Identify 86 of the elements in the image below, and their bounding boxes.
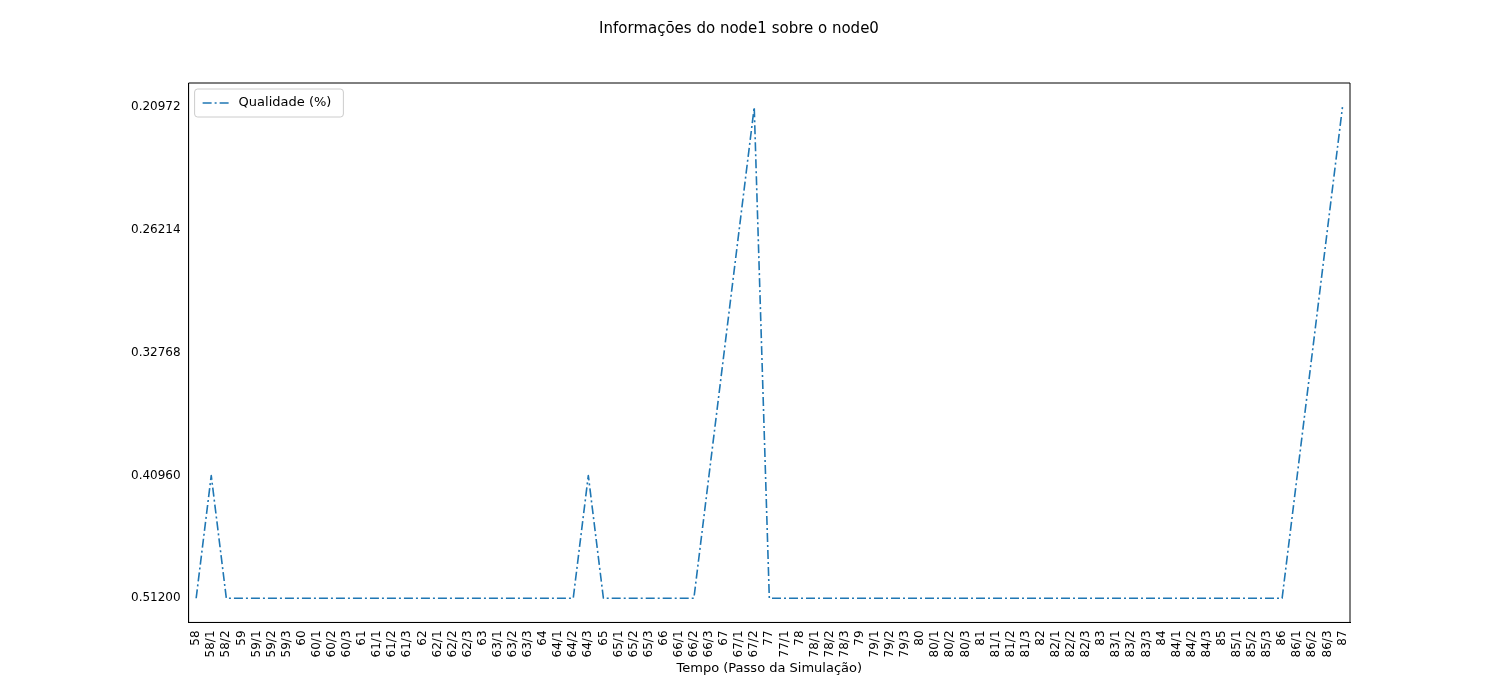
x-tick-label: 59/3 — [278, 630, 293, 658]
x-tick-label: 61/1 — [369, 630, 384, 658]
x-tick-label: 85/3 — [1259, 630, 1274, 658]
x-tick-label: 86/2 — [1304, 630, 1319, 658]
x-tick-label: 61/2 — [384, 630, 399, 658]
y-tick-label: 0.32768 — [131, 344, 181, 359]
x-tick-label: 86/3 — [1319, 630, 1334, 658]
x-tick-label: 80/3 — [957, 630, 972, 658]
x-tick-label: 82 — [1032, 630, 1047, 646]
x-tick-label: 58/1 — [203, 630, 218, 658]
x-tick-label: 86/1 — [1289, 630, 1304, 658]
chart-title: Informações do node1 sobre o node0 — [599, 18, 879, 37]
x-tick-label: 59 — [233, 630, 248, 646]
x-tick-label: 58/2 — [218, 630, 233, 658]
x-tick-label: 64/1 — [550, 630, 565, 658]
x-tick-label: 77/1 — [776, 630, 791, 658]
x-tick-label: 81/2 — [1002, 630, 1017, 658]
x-tick-label: 78 — [791, 630, 806, 646]
x-tick-label: 81/3 — [1017, 630, 1032, 658]
x-tick-label: 81 — [972, 630, 987, 646]
x-tick-label: 65 — [595, 630, 610, 646]
y-tick-label: 0.20972 — [131, 99, 181, 114]
y-tick-label: 0.26214 — [131, 222, 181, 237]
x-tick-label: 84/1 — [1168, 630, 1183, 658]
x-tick-label: 66/3 — [701, 630, 716, 658]
x-tick-label: 62/1 — [429, 630, 444, 658]
x-tick-label: 79/1 — [867, 630, 882, 658]
x-tick-label: 79/2 — [882, 630, 897, 658]
x-tick-label: 83/2 — [1123, 630, 1138, 658]
x-tick-label: 58 — [188, 630, 203, 646]
x-tick-label: 59/1 — [248, 630, 263, 658]
x-tick-label: 64/3 — [580, 630, 595, 658]
x-tick-label: 60 — [293, 630, 308, 646]
x-tick-label: 64 — [535, 630, 550, 646]
x-tick-label: 61/3 — [399, 630, 414, 658]
x-tick-label: 63/1 — [489, 630, 504, 658]
x-tick-label: 81/1 — [987, 630, 1002, 658]
x-tick-label: 65/3 — [640, 630, 655, 658]
x-tick-label: 64/2 — [565, 630, 580, 658]
x-tick-label: 77 — [761, 630, 776, 646]
x-tick-label: 60/3 — [339, 630, 354, 658]
line-series — [195, 106, 1344, 600]
y-tick-label: 0.51200 — [131, 590, 181, 605]
x-tick-label: 67/1 — [731, 630, 746, 658]
x-tick-label: 85/2 — [1244, 630, 1259, 658]
x-tick-label: 78/1 — [806, 630, 821, 658]
x-tick-label: 60/2 — [324, 630, 339, 658]
x-tick-label: 79/3 — [897, 630, 912, 658]
x-tick-label: 84/3 — [1198, 630, 1213, 658]
x-tick-label: 84 — [1153, 630, 1168, 646]
x-tick-label: 85/1 — [1229, 630, 1243, 658]
x-axis-title: Tempo (Passo da Simulação) — [675, 659, 863, 675]
x-tick-label: 66 — [655, 630, 670, 646]
y-tick-label: 0.40960 — [131, 467, 181, 482]
x-tick-label: 87 — [1334, 630, 1349, 646]
x-tick-label: 84/2 — [1183, 630, 1198, 658]
x-tick-label: 66/1 — [670, 630, 685, 658]
x-tick-label: 83 — [1093, 630, 1108, 646]
x-tick-label: 59/2 — [263, 630, 278, 658]
x-tick-label: 82/3 — [1078, 630, 1093, 658]
x-tick-label: 78/3 — [836, 630, 851, 658]
x-tick-label: 63/3 — [520, 630, 535, 658]
x-tick-label: 78/2 — [821, 630, 836, 658]
x-tick-label: 60/1 — [308, 630, 323, 658]
x-tick-label: 79 — [851, 630, 866, 646]
x-tick-label: 67/2 — [746, 630, 761, 658]
x-tick-label: 67 — [716, 630, 731, 646]
x-tick-label: 62/2 — [444, 630, 459, 658]
x-tick-label: 82/2 — [1063, 630, 1078, 658]
x-tick-label: 80/2 — [942, 630, 957, 658]
x-tick-label: 62 — [414, 630, 429, 646]
x-tick-label: 65/1 — [610, 630, 625, 658]
x-tick-label: 65/2 — [625, 630, 640, 658]
x-tick-label: 63/2 — [505, 630, 520, 658]
x-tick-label: 61 — [354, 630, 369, 646]
x-tick-label: 62/3 — [459, 630, 474, 658]
x-tick-label: 63 — [474, 630, 489, 646]
legend-label: Qualidade (%) — [238, 94, 332, 110]
x-tick-label: 83/3 — [1138, 630, 1153, 658]
x-tick-label: 80/1 — [927, 630, 942, 658]
x-tick-label: 82/1 — [1048, 630, 1063, 658]
x-tick-label: 80 — [912, 630, 927, 646]
x-tick-label: 85 — [1213, 630, 1228, 646]
x-tick-label: 83/1 — [1108, 630, 1123, 658]
x-tick-label: 86 — [1274, 630, 1289, 646]
x-tick-label: 66/2 — [686, 630, 701, 658]
